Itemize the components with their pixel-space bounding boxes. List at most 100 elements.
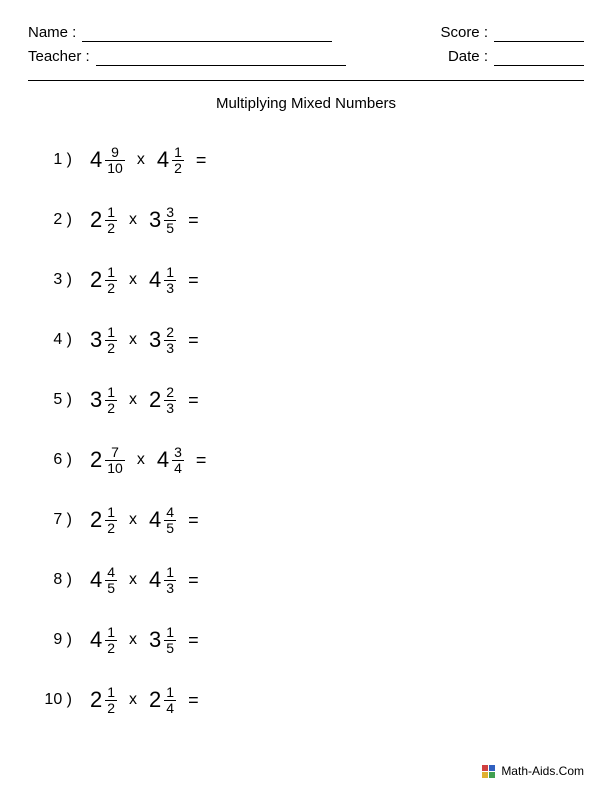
denominator: 3 xyxy=(164,281,176,296)
whole-part: 4 xyxy=(157,147,169,173)
problem-number: 1 ) xyxy=(34,151,78,169)
numerator: 1 xyxy=(105,625,117,640)
problem-row: 6 )2710x434= xyxy=(34,430,584,490)
mixed-number-a: 2710 xyxy=(90,445,125,475)
whole-part: 3 xyxy=(90,327,102,353)
problem-row: 3 )212x413= xyxy=(34,250,584,310)
denominator: 4 xyxy=(172,461,184,476)
mixed-number-a: 212 xyxy=(90,685,117,715)
whole-part: 2 xyxy=(90,447,102,473)
denominator: 5 xyxy=(164,521,176,536)
mixed-number-b: 315 xyxy=(149,625,176,655)
numerator: 1 xyxy=(164,565,176,580)
whole-part: 2 xyxy=(149,687,161,713)
whole-part: 2 xyxy=(90,507,102,533)
denominator: 2 xyxy=(105,521,117,536)
mixed-number-a: 312 xyxy=(90,385,117,415)
numerator: 7 xyxy=(109,445,121,460)
whole-part: 4 xyxy=(149,267,161,293)
problem-number: 9 ) xyxy=(34,631,78,649)
teacher-blank-line xyxy=(96,48,346,66)
worksheet-header: Name : Score : Teacher : Date : xyxy=(28,24,584,66)
multiply-operator: x xyxy=(125,331,141,349)
fraction-part: 12 xyxy=(105,625,117,655)
fraction-part: 12 xyxy=(105,385,117,415)
whole-part: 3 xyxy=(90,387,102,413)
denominator: 4 xyxy=(164,701,176,716)
whole-part: 2 xyxy=(149,387,161,413)
problem-number: 7 ) xyxy=(34,511,78,529)
fraction-part: 12 xyxy=(105,265,117,295)
mixed-number-b: 412 xyxy=(157,145,184,175)
mixed-number-b: 323 xyxy=(149,325,176,355)
numerator: 1 xyxy=(164,265,176,280)
problem-expression: 4910x412= xyxy=(78,145,206,175)
mixed-number-b: 214 xyxy=(149,685,176,715)
problem-number: 4 ) xyxy=(34,331,78,349)
fraction-part: 12 xyxy=(105,505,117,535)
date-label: Date : xyxy=(448,48,488,66)
numerator: 1 xyxy=(105,205,117,220)
multiply-operator: x xyxy=(125,391,141,409)
problem-number: 8 ) xyxy=(34,571,78,589)
problem-number: 6 ) xyxy=(34,451,78,469)
equals-sign: = xyxy=(184,210,199,231)
denominator: 10 xyxy=(105,461,125,476)
multiply-operator: x xyxy=(133,151,149,169)
mixed-number-b: 434 xyxy=(157,445,184,475)
problem-expression: 2710x434= xyxy=(78,445,206,475)
numerator: 1 xyxy=(164,625,176,640)
worksheet-title: Multiplying Mixed Numbers xyxy=(28,95,584,112)
header-row-2: Teacher : Date : xyxy=(28,48,584,66)
problem-row: 1 )4910x412= xyxy=(34,130,584,190)
whole-part: 3 xyxy=(149,327,161,353)
whole-part: 2 xyxy=(90,267,102,293)
fraction-part: 23 xyxy=(164,385,176,415)
problem-expression: 445x413= xyxy=(78,565,199,595)
equals-sign: = xyxy=(192,150,207,171)
mixed-number-a: 212 xyxy=(90,205,117,235)
numerator: 9 xyxy=(109,145,121,160)
problem-row: 5 )312x223= xyxy=(34,370,584,430)
problem-row: 7 )212x445= xyxy=(34,490,584,550)
denominator: 2 xyxy=(105,701,117,716)
numerator: 1 xyxy=(105,325,117,340)
footer-text: Math-Aids.Com xyxy=(501,764,584,778)
problems-list: 1 )4910x412=2 )212x335=3 )212x413=4 )312… xyxy=(28,130,584,730)
equals-sign: = xyxy=(184,690,199,711)
problem-expression: 312x323= xyxy=(78,325,199,355)
numerator: 1 xyxy=(172,145,184,160)
fraction-part: 35 xyxy=(164,205,176,235)
multiply-operator: x xyxy=(125,691,141,709)
multiply-operator: x xyxy=(133,451,149,469)
denominator: 3 xyxy=(164,341,176,356)
numerator: 2 xyxy=(164,385,176,400)
whole-part: 4 xyxy=(149,567,161,593)
equals-sign: = xyxy=(184,390,199,411)
denominator: 10 xyxy=(105,161,125,176)
numerator: 4 xyxy=(164,505,176,520)
denominator: 5 xyxy=(105,581,117,596)
denominator: 3 xyxy=(164,581,176,596)
multiply-operator: x xyxy=(125,631,141,649)
whole-part: 4 xyxy=(149,507,161,533)
equals-sign: = xyxy=(184,630,199,651)
fraction-part: 12 xyxy=(105,685,117,715)
fraction-part: 45 xyxy=(164,505,176,535)
numerator: 1 xyxy=(105,385,117,400)
whole-part: 3 xyxy=(149,207,161,233)
whole-part: 3 xyxy=(149,627,161,653)
name-label: Name : xyxy=(28,24,76,42)
fraction-part: 710 xyxy=(105,445,125,475)
denominator: 2 xyxy=(105,641,117,656)
numerator: 1 xyxy=(105,685,117,700)
mixed-number-a: 445 xyxy=(90,565,117,595)
mixed-number-a: 4910 xyxy=(90,145,125,175)
numerator: 2 xyxy=(164,325,176,340)
multiply-operator: x xyxy=(125,271,141,289)
fraction-part: 12 xyxy=(105,205,117,235)
multiply-operator: x xyxy=(125,211,141,229)
numerator: 1 xyxy=(105,265,117,280)
equals-sign: = xyxy=(184,510,199,531)
problem-row: 10 )212x214= xyxy=(34,670,584,730)
